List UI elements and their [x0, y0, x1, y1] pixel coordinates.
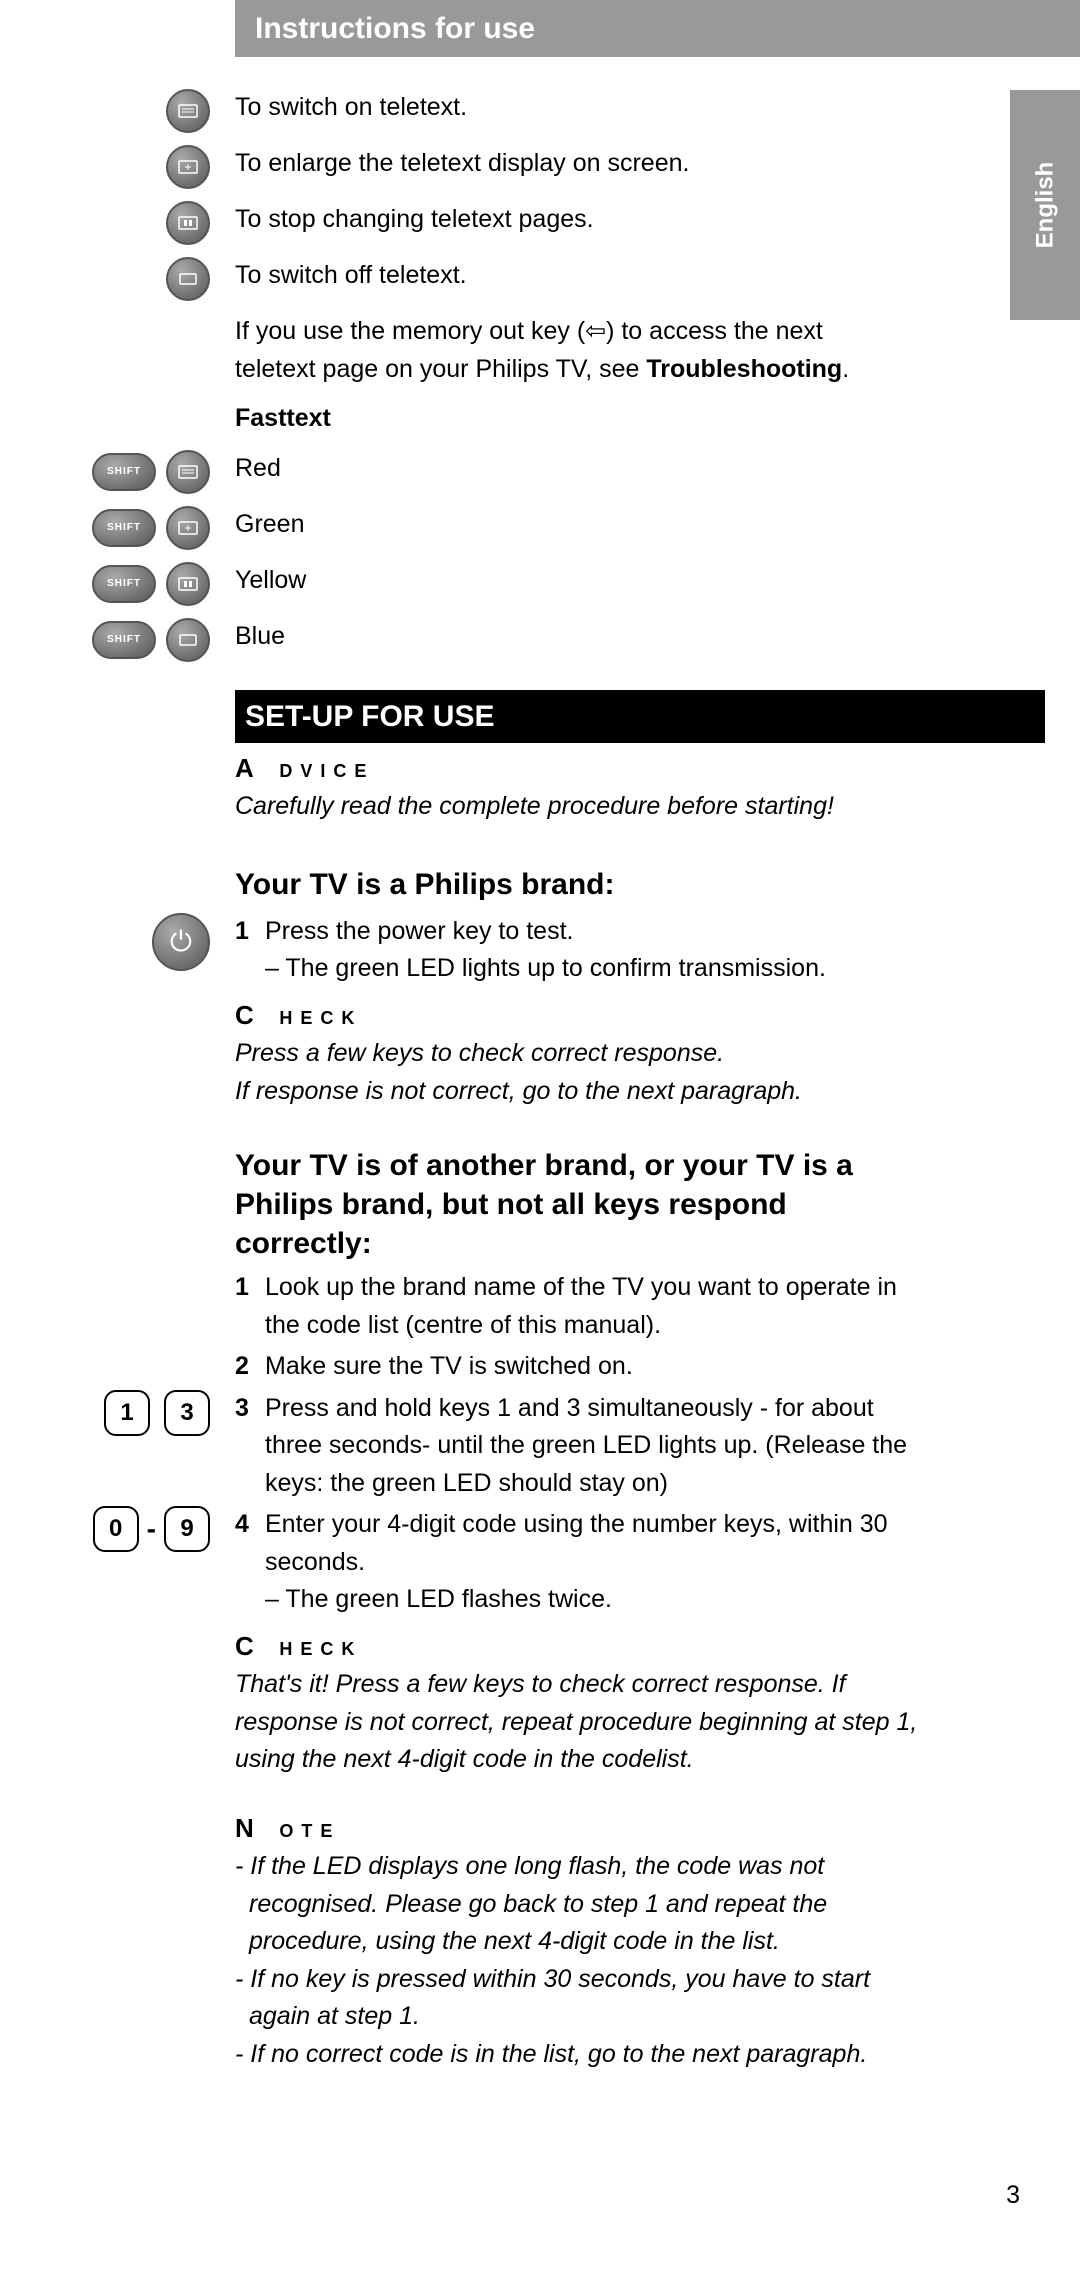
shift-button-icon: SHIFT: [92, 509, 156, 547]
step-text: Look up the brand name of the TV you wan…: [265, 1269, 930, 1344]
teletext-text: To switch off teletext.: [235, 257, 1020, 295]
other-title: Your TV is of another brand, or your TV …: [235, 1146, 930, 1263]
note-text: If you use the memory out key (⇦) to acc…: [235, 317, 823, 345]
shift-button-icon: SHIFT: [92, 453, 156, 491]
setup-section-bar: SET-UP FOR USE: [235, 690, 1045, 743]
teletext-enlarge-icon: [166, 145, 210, 189]
teletext-on-icon: [166, 450, 210, 494]
check-text: If response is not correct, go to the ne…: [235, 1073, 930, 1111]
philips-step1: ⏻ 1Press the power key to test. – The gr…: [60, 913, 1020, 1111]
teletext-hold-icon: [166, 201, 210, 245]
teletext-memory-note: If you use the memory out key (⇦) to acc…: [60, 313, 1020, 388]
key-1-icon: 1: [104, 1390, 150, 1436]
key-0-icon: 0: [93, 1506, 139, 1552]
check-text: Press a few keys to check correct respon…: [235, 1035, 930, 1073]
teletext-off-icon: [166, 257, 210, 301]
troubleshooting-ref: Troubleshooting: [646, 355, 842, 383]
manual-page: Instructions for use English To switch o…: [0, 0, 1080, 2137]
step-text: Press the power key to test.: [265, 913, 930, 951]
other-step3: 1 3 3Press and hold keys 1 and 3 simulta…: [60, 1390, 1020, 1503]
fasttext-row: SHIFT Green: [60, 506, 1020, 550]
note-text: - If no correct code is in the list, go …: [249, 2036, 930, 2074]
teletext-hold-icon: [166, 562, 210, 606]
header-title-bar: Instructions for use: [235, 0, 1080, 57]
page-number: 3: [0, 2177, 1080, 2215]
fasttext-row: SHIFT Yellow: [60, 562, 1020, 606]
shift-button-icon: SHIFT: [92, 621, 156, 659]
fasttext-title: Fasttext: [235, 400, 1020, 438]
philips-title: Your TV is a Philips brand:: [235, 862, 930, 907]
step-text: Press and hold keys 1 and 3 simultaneous…: [265, 1390, 930, 1503]
step-sub: – The green LED flashes twice.: [235, 1581, 930, 1619]
note-text: teletext page on your Philips TV, see: [235, 355, 646, 383]
advice-text: Carefully read the complete procedure be…: [235, 792, 834, 820]
teletext-row: To stop changing teletext pages.: [60, 201, 1020, 245]
other-section: Your TV is of another brand, or your TV …: [60, 1122, 1020, 1269]
language-tab: English: [1010, 90, 1080, 320]
fasttext-label: Yellow: [235, 562, 1020, 600]
note-text: - If no key is pressed within 30 seconds…: [249, 1961, 930, 2036]
other-step1: 1Look up the brand name of the TV you wa…: [60, 1269, 1020, 1344]
step-sub: – The green LED lights up to confirm tra…: [235, 950, 930, 988]
advice-label: A DVICE: [235, 760, 374, 782]
teletext-row: To switch on teletext.: [60, 89, 1020, 133]
fasttext-heading-row: Fasttext: [60, 400, 1020, 438]
other-step4: 0 - 9 4Enter your 4-digit code using the…: [60, 1506, 1020, 2073]
teletext-row: To switch off teletext.: [60, 257, 1020, 301]
fasttext-row: SHIFT Blue: [60, 618, 1020, 662]
fasttext-label: Blue: [235, 618, 1020, 656]
teletext-off-icon: [166, 618, 210, 662]
philips-section: Your TV is a Philips brand:: [60, 838, 1020, 913]
teletext-text: To enlarge the teletext display on scree…: [235, 145, 1020, 183]
check-text: That's it! Press a few keys to check cor…: [235, 1666, 930, 1779]
other-step2: 2Make sure the TV is switched on.: [60, 1348, 1020, 1386]
note-text: .: [842, 355, 849, 383]
fasttext-label: Green: [235, 506, 1020, 544]
note-label: N OTE: [235, 1820, 340, 1842]
teletext-row: To enlarge the teletext display on scree…: [60, 145, 1020, 189]
fasttext-row: SHIFT Red: [60, 450, 1020, 494]
teletext-on-icon: [166, 89, 210, 133]
advice-row: A DVICE Carefully read the complete proc…: [60, 749, 1020, 826]
dash-icon: -: [147, 1508, 156, 1550]
shift-button-icon: SHIFT: [92, 565, 156, 603]
fasttext-label: Red: [235, 450, 1020, 488]
teletext-text: To switch on teletext.: [235, 89, 1020, 127]
language-label: English: [1027, 162, 1063, 249]
step-text: Enter your 4-digit code using the number…: [265, 1506, 930, 1581]
power-icon: ⏻: [152, 913, 210, 971]
check-label: C HECK: [235, 1638, 362, 1660]
note-text: - If the LED displays one long flash, th…: [249, 1848, 930, 1961]
check-label: C HECK: [235, 1007, 362, 1029]
key-9-icon: 9: [164, 1506, 210, 1552]
teletext-text: To stop changing teletext pages.: [235, 201, 1020, 239]
key-3-icon: 3: [164, 1390, 210, 1436]
step-text: Make sure the TV is switched on.: [265, 1348, 930, 1386]
teletext-enlarge-icon: [166, 506, 210, 550]
